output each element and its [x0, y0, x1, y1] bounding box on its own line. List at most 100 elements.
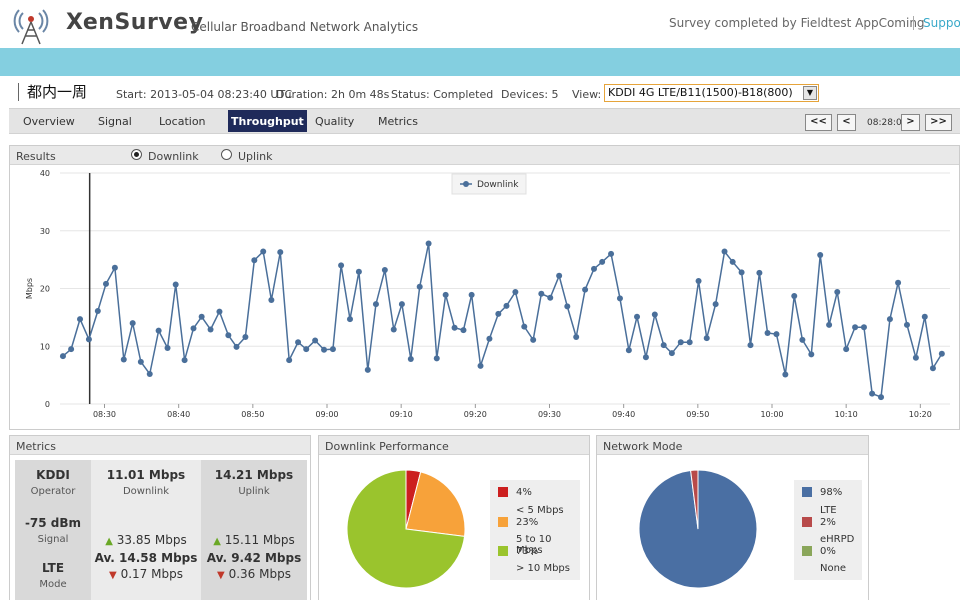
data-point: [668, 350, 675, 357]
data-point: [564, 303, 571, 310]
uplink-radio-label[interactable]: Uplink: [238, 150, 273, 163]
series-line: [62, 243, 943, 399]
operator-cell: KDDI Operator: [15, 460, 91, 506]
data-point: [398, 301, 405, 308]
legend-swatch: [802, 546, 812, 556]
data-point: [826, 321, 833, 328]
tab-location[interactable]: Location: [159, 115, 206, 128]
tab-overview[interactable]: Overview: [23, 115, 75, 128]
data-point: [503, 302, 510, 309]
data-point: [782, 371, 789, 378]
data-point: [808, 351, 815, 358]
tab-signal[interactable]: Signal: [98, 115, 132, 128]
data-point: [547, 294, 554, 301]
legend-label: 5 to 10 Mbps: [516, 534, 552, 556]
data-point: [834, 288, 841, 295]
legend-swatch: [802, 487, 812, 497]
data-point: [381, 267, 388, 274]
data-point: [94, 308, 101, 315]
chevron-down-icon[interactable]: ▼: [803, 86, 817, 100]
tagline: Cellular Broadband Network Analytics: [191, 20, 419, 34]
x-tick-label: 08:50: [241, 410, 264, 419]
view-select[interactable]: KDDI 4G LTE/B11(1500)-B18(800) ▼: [604, 84, 819, 102]
data-point: [155, 327, 162, 334]
data-point: [756, 269, 763, 276]
data-point: [425, 240, 432, 247]
x-tick-label: 10:00: [760, 410, 783, 419]
data-point: [495, 310, 502, 317]
survey-start: Start: 2013-05-04 08:23:40 UTC: [116, 88, 293, 101]
legend-value: 73%: [516, 546, 539, 557]
data-point: [634, 313, 641, 320]
data-point: [886, 316, 893, 323]
x-tick-label: 09:00: [315, 410, 338, 419]
brand-title: XenSurvey: [66, 10, 204, 35]
data-point: [486, 335, 493, 342]
data-point: [712, 301, 719, 308]
legend-value: 23%: [516, 517, 539, 528]
previous-button[interactable]: <: [837, 114, 856, 131]
data-point: [190, 325, 197, 332]
data-point: [738, 269, 745, 276]
first-button[interactable]: <<: [805, 114, 832, 131]
downlink-radio-label[interactable]: Downlink: [148, 150, 199, 163]
legend-label: None: [820, 563, 847, 574]
signal-mode-cell: -75 dBm Signal LTE Mode: [15, 506, 91, 600]
data-point: [251, 257, 258, 264]
tab-metrics[interactable]: Metrics: [378, 115, 418, 128]
y-tick-label: 10: [40, 342, 50, 351]
network-mode-panel: Network Mode 98% LTE 2% eHRPD 0% None: [596, 435, 869, 600]
data-point: [268, 297, 275, 304]
data-point: [390, 326, 397, 333]
data-point: [329, 346, 336, 353]
legend-swatch: [498, 487, 508, 497]
signal-value: -75 dBm: [24, 516, 82, 530]
data-point: [791, 293, 798, 300]
tab-quality[interactable]: Quality: [315, 115, 355, 128]
downlink-performance-title: Downlink Performance: [325, 440, 449, 453]
data-point: [625, 347, 632, 354]
tab-throughput[interactable]: Throughput: [228, 110, 307, 132]
legend-value: 4%: [516, 487, 532, 498]
data-point: [651, 311, 658, 318]
downlink-performance-pie: [346, 469, 466, 589]
header-banner: [0, 48, 960, 76]
data-point: [85, 336, 92, 343]
x-tick-label: 10:10: [835, 410, 858, 419]
legend-label: Downlink: [477, 180, 519, 190]
survey-credit: Survey completed by Fieldtest AppComing: [669, 16, 925, 30]
operator-label: Operator: [30, 486, 76, 497]
downlink-min: 0.17 Mbps: [120, 567, 183, 581]
downlink-performance-panel: Downlink Performance 4% < 5 Mbps 23% 5 t…: [318, 435, 590, 600]
results-title: Results: [16, 150, 56, 163]
downlink-cell: 11.01 Mbps Downlink: [91, 460, 201, 506]
data-point: [372, 301, 379, 308]
uplink-radio[interactable]: [221, 149, 232, 160]
current-time: 08:28:01: [867, 118, 908, 128]
next-button[interactable]: >: [901, 114, 920, 131]
data-point: [686, 339, 693, 346]
data-point: [852, 324, 859, 331]
operator-value: KDDI: [36, 468, 70, 482]
signal-label: Signal: [37, 534, 69, 545]
tab-bar: Overview Signal Location Throughput Qual…: [9, 108, 960, 134]
pie-slice: [346, 469, 466, 589]
last-button[interactable]: >>: [925, 114, 952, 131]
legend-value: 2%: [820, 517, 836, 528]
support-link[interactable]: Support: [913, 16, 960, 30]
downlink-radio[interactable]: [131, 149, 142, 160]
data-point: [573, 334, 580, 341]
data-point: [817, 252, 824, 259]
data-point: [129, 320, 136, 327]
downlink-performance-legend: 4% < 5 Mbps 23% 5 to 10 Mbps 73% > 10 Mb…: [490, 480, 580, 580]
survey-title: 都内一周: [18, 83, 87, 101]
data-point: [460, 327, 467, 334]
data-point: [843, 346, 850, 353]
uplink-average: Av. 9.42 Mbps: [206, 551, 302, 565]
data-point: [407, 355, 414, 362]
data-point: [477, 362, 484, 369]
data-point: [312, 337, 319, 344]
data-point: [225, 332, 232, 339]
data-point: [929, 365, 936, 372]
